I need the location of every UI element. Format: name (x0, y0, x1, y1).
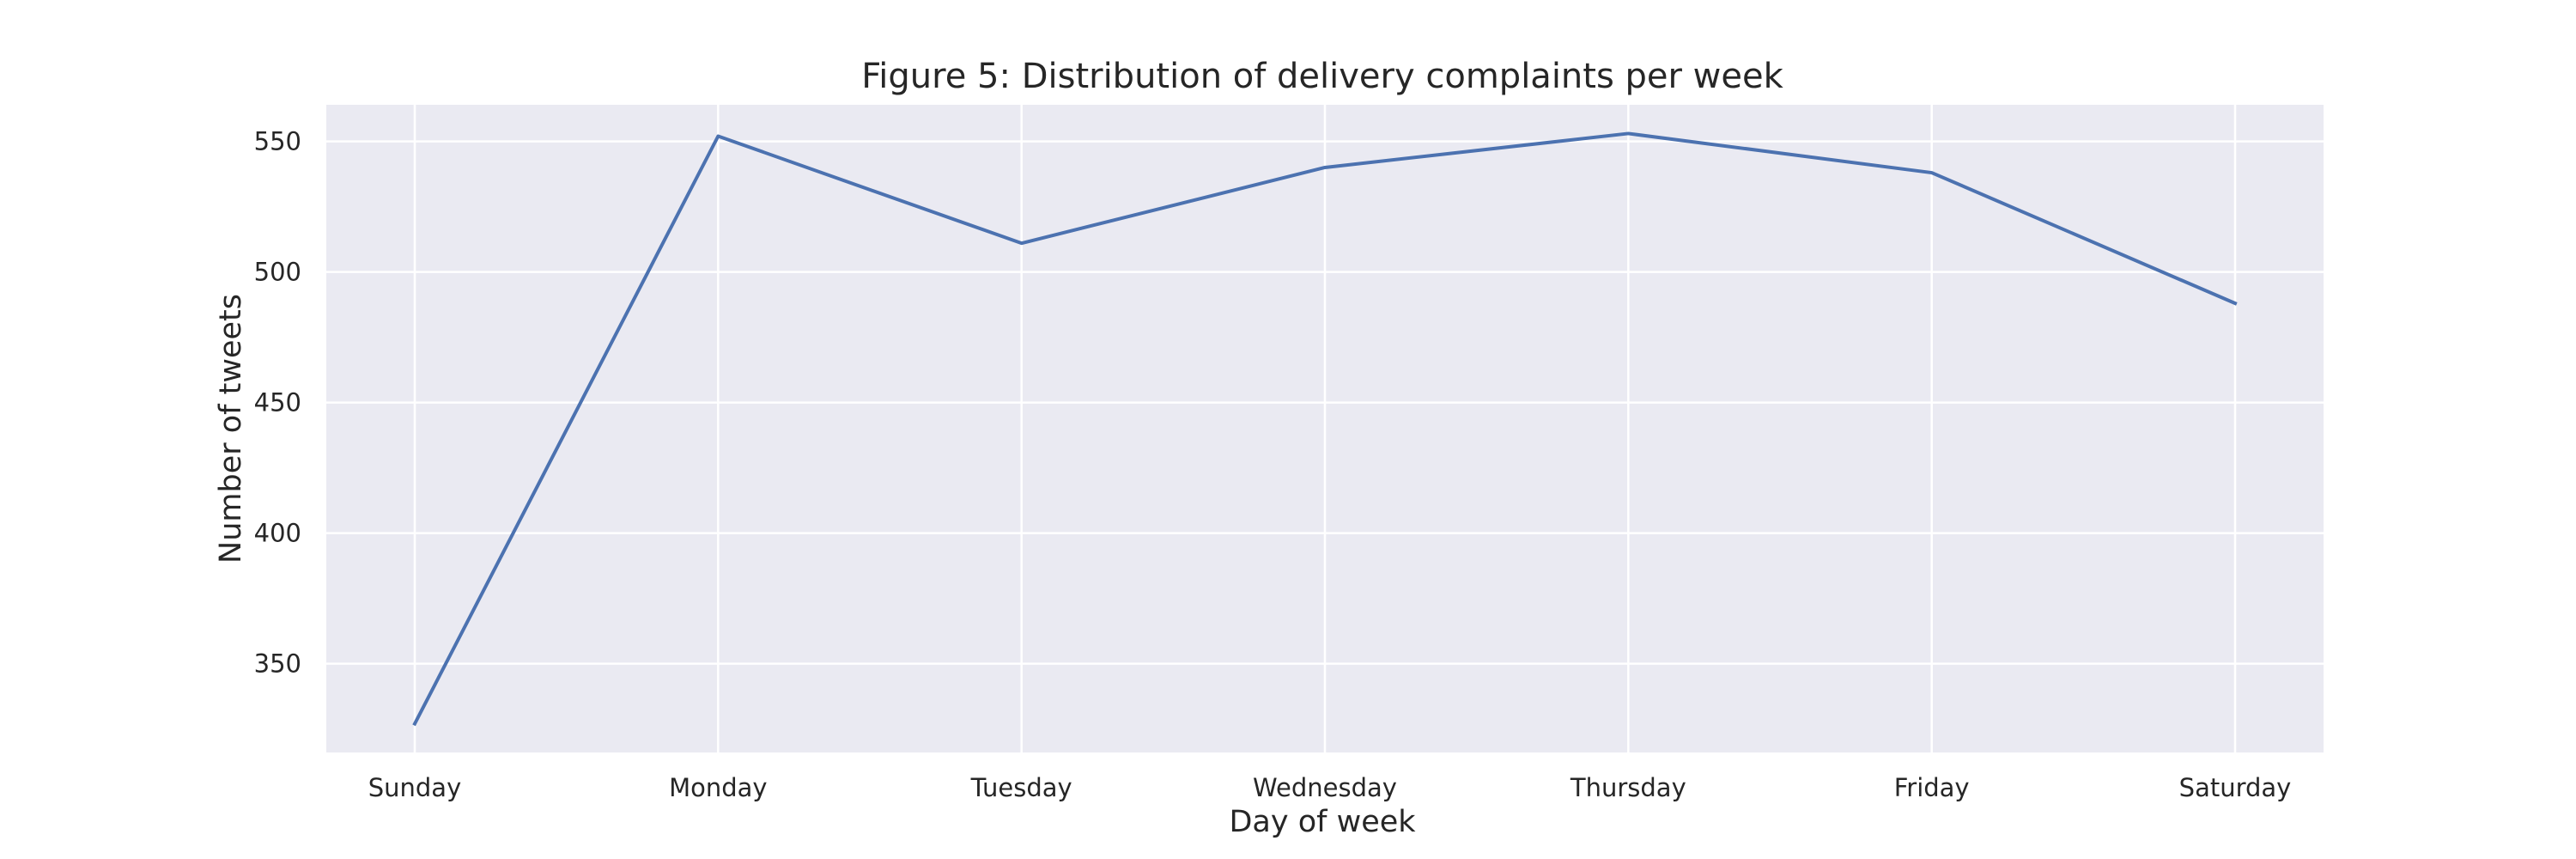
series-layer (412, 131, 2238, 727)
x-tick-label: Friday (1894, 773, 1970, 802)
x-tick-label: Sunday (368, 773, 462, 802)
y-tick-labels: 350 400 450 500 550 (254, 127, 301, 679)
y-tick-label: 350 (254, 649, 301, 679)
x-tick-label: Tuesday (970, 773, 1072, 802)
x-tick-label: Saturday (2179, 773, 2292, 802)
x-axis-title: Day of week (1229, 805, 1416, 839)
x-tick-label: Monday (669, 773, 768, 802)
x-tick-label: Wednesday (1253, 773, 1397, 802)
y-tick-label: 400 (254, 519, 301, 548)
x-tick-labels: Sunday Monday Tuesday Wednesday Thursday Frid… (368, 773, 2292, 802)
y-tick-label: 550 (254, 127, 301, 156)
series-line (412, 131, 2238, 727)
y-axis-title: Number of tweets (214, 294, 248, 564)
y-tick-label: 500 (254, 258, 301, 287)
chart-title: Figure 5: Distribution of delivery compl… (861, 57, 1783, 96)
grid-lines (326, 105, 2324, 752)
x-tick-label: Thursday (1570, 773, 1686, 802)
y-tick-label: 450 (254, 388, 301, 417)
